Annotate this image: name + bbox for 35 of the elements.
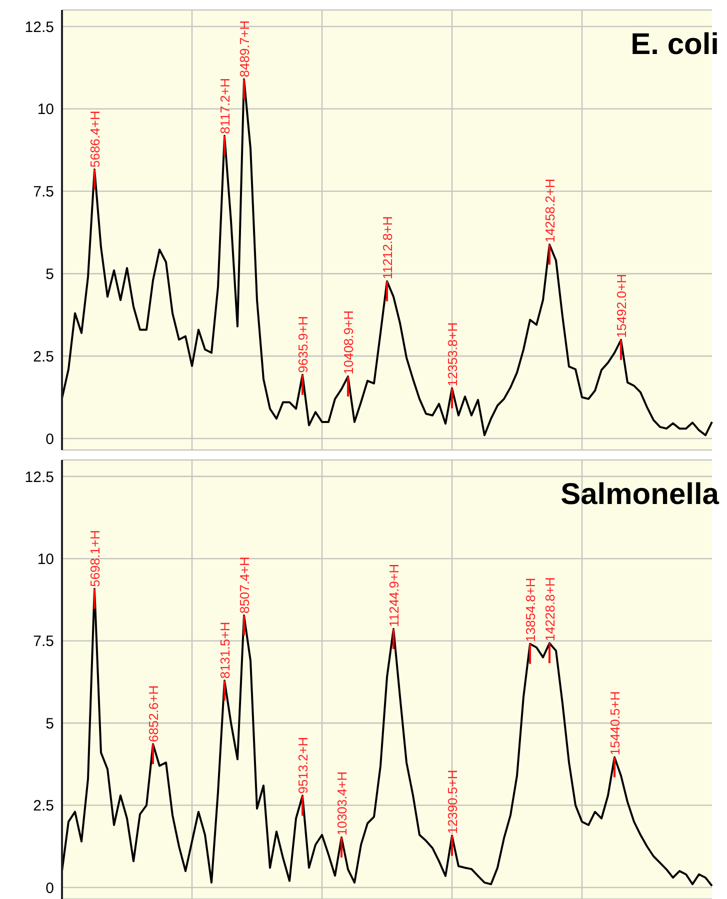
y-tick-label: 12.5 [24, 468, 54, 486]
data-label: 14258.2+H [542, 178, 558, 243]
data-label: 15492.0+H [614, 274, 629, 338]
y-tick-label: 5 [46, 715, 54, 732]
text: E. coli [630, 28, 719, 62]
data-label: 5686.4+H [88, 110, 102, 168]
y-tick-label: 12.5 [24, 18, 54, 36]
data-label: 8131.5+H [218, 622, 232, 679]
data-label: 6852.6+H [146, 685, 161, 742]
y-tick-label: 0 [46, 880, 54, 897]
data-label: 14228.8+H [542, 577, 558, 642]
data-label: 15440.5+H [608, 691, 622, 756]
data-label: 13854.8+H [523, 578, 538, 642]
y-tick-label: 2.5 [33, 348, 54, 366]
data-label: 8489.7+H [237, 20, 252, 78]
y-tick-label: 10 [37, 101, 54, 118]
data-label: 10303.4+H [334, 772, 350, 836]
y-tick-label: 7.5 [33, 184, 54, 201]
data-label: 12390.5+H [445, 770, 460, 834]
data-label: 11244.9+H [386, 564, 402, 628]
line-series [61, 78, 713, 436]
data-label: 8117.2+H [218, 78, 232, 134]
data-label: 12353.8+H [445, 322, 460, 386]
y-tick-label: 7.5 [33, 633, 54, 650]
text: Salmonella [560, 478, 719, 512]
y-tick-label: 2.5 [33, 798, 54, 815]
data-label: 8507.4+H [237, 556, 252, 614]
data-label: 9513.2+H [296, 736, 310, 794]
y-tick-label: 5 [46, 266, 54, 283]
y-tick-label: 10 [37, 550, 54, 568]
data-label: 10408.9+H [341, 310, 356, 374]
y-tick-label: 0 [46, 430, 54, 448]
data-label: 5698.1+H [88, 530, 102, 587]
data-label: 11212.8+H [380, 216, 395, 280]
data-label: 9635.9+H [296, 316, 310, 373]
